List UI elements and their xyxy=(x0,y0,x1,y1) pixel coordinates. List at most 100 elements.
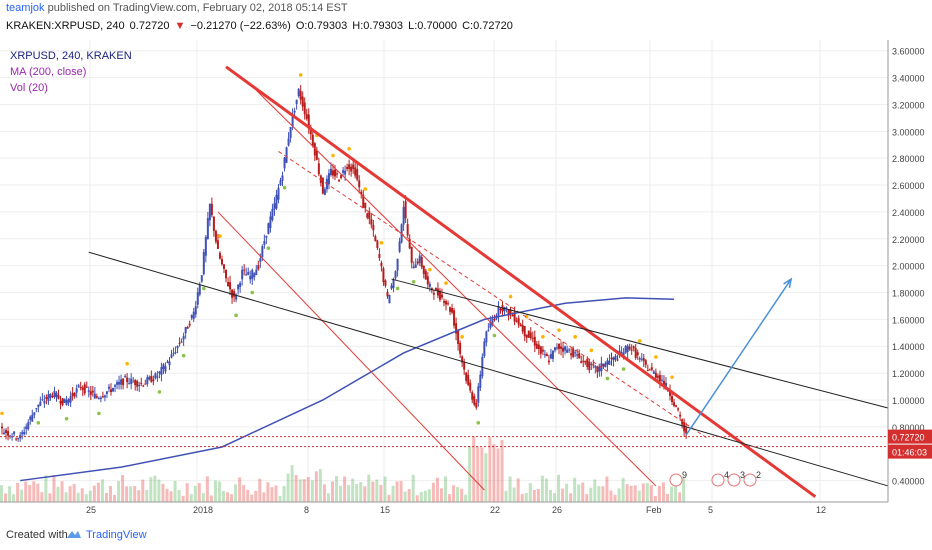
candle-body xyxy=(216,240,219,249)
legend-vol[interactable]: Vol (20) xyxy=(10,82,48,94)
candle-body xyxy=(251,269,254,279)
candle-body xyxy=(51,395,54,397)
candle-body xyxy=(370,219,373,225)
candle-body xyxy=(263,241,266,245)
candle-body xyxy=(235,294,238,300)
volume-bar xyxy=(226,492,230,502)
candle-body xyxy=(578,353,581,359)
volume-bar xyxy=(145,490,149,502)
candle-body xyxy=(206,218,209,239)
volume-bar xyxy=(64,492,68,502)
candle-body xyxy=(134,379,137,386)
volume-bar xyxy=(92,485,96,502)
candle-body xyxy=(182,335,185,340)
volume-bar xyxy=(367,474,371,502)
sar-dot xyxy=(605,376,610,381)
volume-bar xyxy=(383,476,387,502)
candle-body xyxy=(25,426,28,429)
volume-bar xyxy=(552,493,556,502)
candle-body xyxy=(3,432,6,435)
volume-bar xyxy=(117,481,121,502)
candle-body xyxy=(305,114,308,119)
candle-body xyxy=(374,236,377,241)
candle-body xyxy=(592,364,595,366)
candle-body xyxy=(73,392,76,397)
indicator-legend: XRPUSD, 240, KRAKEN MA (200, close) Vol … xyxy=(10,48,132,96)
price-chart[interactable]: 9 4 3 2 3.60000 3.40000 3.20000 3.00000 2.80000 2… xyxy=(0,40,932,516)
candle-body xyxy=(658,375,661,382)
volume-bar xyxy=(104,493,108,502)
volume-bar xyxy=(666,494,669,502)
volume-bar xyxy=(617,488,621,502)
volume-bar xyxy=(246,489,250,502)
candle-body xyxy=(122,378,125,386)
candle-body xyxy=(594,365,597,368)
candle-body xyxy=(352,164,355,169)
candle-body xyxy=(447,303,450,305)
candle-body xyxy=(273,203,276,210)
candle-body xyxy=(485,331,488,343)
candle-body xyxy=(307,114,310,129)
x-tick-label: 8 xyxy=(304,505,309,515)
volume-bar xyxy=(96,482,100,502)
candle-body xyxy=(677,408,680,410)
volume-bar xyxy=(682,477,686,502)
candle-body xyxy=(410,246,413,263)
volume-bar xyxy=(625,484,629,502)
publish-info: teamjok published on TradingView.com, Fe… xyxy=(6,2,348,14)
volume-bar xyxy=(456,487,460,502)
candle-body xyxy=(204,236,207,256)
volume-bar xyxy=(448,494,452,502)
candle-body xyxy=(212,216,215,231)
y-tick-label: 0.80000 xyxy=(892,423,925,433)
candle-body xyxy=(39,401,42,406)
ohlc-bar: KRAKEN:XRPUSD, 240 0.72720 ▼ −0.21270 (−… xyxy=(6,20,515,32)
volume-bar xyxy=(657,485,661,502)
candle-body xyxy=(146,377,149,385)
candle-body xyxy=(479,374,482,388)
candle-body xyxy=(174,352,177,354)
sar-dot xyxy=(347,146,351,151)
legend-ma[interactable]: MA (200, close) xyxy=(10,66,87,78)
countdown-tag-text: 01:46:03 xyxy=(892,448,927,458)
candle-body xyxy=(208,203,211,221)
candle-body xyxy=(390,285,393,289)
candle-body xyxy=(297,88,300,97)
volume-bar xyxy=(258,478,262,502)
chart-area[interactable]: 9 4 3 2 3.60000 3.40000 3.20000 3.00000 2.80000 2… xyxy=(0,40,932,516)
volume-bar xyxy=(343,476,347,502)
candle-body xyxy=(259,258,262,262)
volume-bar xyxy=(399,481,403,502)
volume-bar xyxy=(173,480,177,502)
volume-bar xyxy=(322,484,326,502)
volume-bar xyxy=(649,485,653,502)
candle-body xyxy=(380,262,383,267)
x-tick-label: 22 xyxy=(490,505,500,515)
candle-body xyxy=(412,266,415,269)
candle-body xyxy=(382,268,385,283)
candle-body xyxy=(21,432,24,435)
legend-series[interactable]: XRPUSD, 240, KRAKEN xyxy=(10,50,132,62)
volume-bar xyxy=(577,484,581,502)
candle-body xyxy=(632,346,635,349)
candle-body xyxy=(562,347,565,352)
volume-bar xyxy=(536,488,540,502)
y-tick-label: 3.60000 xyxy=(892,47,925,57)
candle-body xyxy=(239,282,242,288)
candle-body xyxy=(327,173,330,185)
tradingview-brand[interactable]: TradingView xyxy=(86,529,147,541)
candle-body xyxy=(158,371,161,374)
candle-body xyxy=(422,265,425,275)
volume-bar xyxy=(44,475,48,502)
author-link[interactable]: teamjok xyxy=(6,2,45,14)
volume-bar xyxy=(444,476,447,502)
y-tick-label: 1.80000 xyxy=(892,289,925,299)
candle-body xyxy=(606,360,609,365)
symbol-label[interactable]: KRAKEN:XRPUSD, 240 xyxy=(6,20,125,32)
volume-bar xyxy=(435,477,439,502)
volume-bar xyxy=(540,475,544,502)
candle-body xyxy=(287,138,290,146)
candle-body xyxy=(394,271,397,279)
high-value: H:0.79303 xyxy=(352,20,404,32)
candle-body xyxy=(364,202,367,209)
